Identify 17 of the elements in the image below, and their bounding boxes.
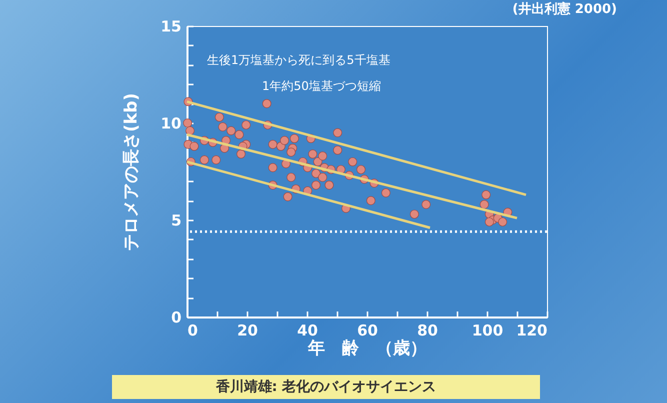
y-axis-title: テロメアの長さ(kb) <box>122 92 142 252</box>
x-tick-label: 80 <box>417 322 438 340</box>
x-tick-label: 20 <box>237 322 258 340</box>
x-tick-label: 0 <box>188 322 198 340</box>
annotation: 生後1万塩基から死に到る5千塩基 <box>207 53 390 67</box>
y-tick-label: 5 <box>171 212 182 230</box>
annotation: 1年約50塩基づつ短縮 <box>262 79 381 93</box>
x-tick-label: 60 <box>357 322 378 340</box>
x-axis-title: 年 齢 （歳） <box>307 338 427 358</box>
y-tick-label: 10 <box>160 114 182 132</box>
x-tick-label: 100 <box>472 322 504 340</box>
y-tick-label: 0 <box>171 308 182 326</box>
text: (井出利憲 2000) <box>512 0 617 18</box>
x-tick-label: 40 <box>297 322 318 340</box>
x-tick-label: 120 <box>516 322 548 340</box>
text: 香川靖雄: 老化のバイオサイエンス <box>112 375 540 399</box>
y-tick-label: 15 <box>160 18 182 36</box>
